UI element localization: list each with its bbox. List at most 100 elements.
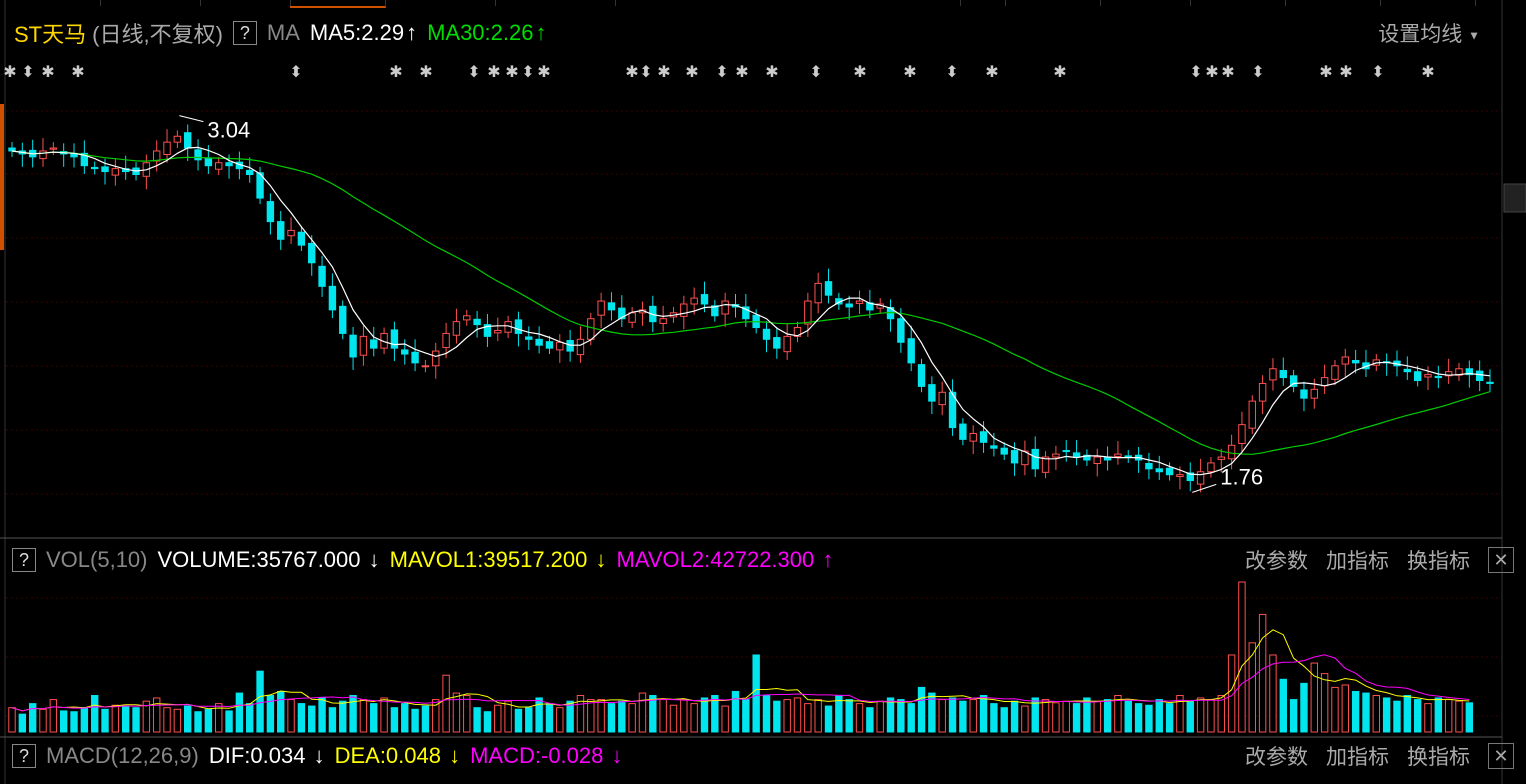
volume-bar — [1300, 682, 1308, 733]
volume-bar — [1465, 702, 1474, 733]
candle-body — [680, 303, 688, 317]
price-annotations: 3.04 1.76 — [179, 115, 1263, 493]
volume-bar — [1114, 695, 1122, 733]
candle-body — [1072, 452, 1081, 458]
macd-close-icon[interactable]: ✕ — [1488, 743, 1514, 769]
volume-bar — [235, 692, 244, 733]
vol-params-button[interactable]: 改参数 — [1245, 550, 1308, 573]
volume-bar — [1403, 695, 1412, 733]
volume-bar — [1238, 581, 1246, 733]
macd-switch-indicator-button[interactable]: 换指标 — [1407, 746, 1470, 769]
volume-bar — [1227, 654, 1236, 733]
volume-bar — [711, 695, 719, 733]
volume-bar — [80, 707, 89, 733]
candle-body — [111, 168, 120, 176]
vol-close-icon[interactable]: ✕ — [1488, 547, 1514, 573]
vol-switch-indicator-button[interactable]: 换指标 — [1407, 550, 1470, 573]
candle-body — [204, 157, 213, 167]
event-marker-icon: ✱ — [1339, 64, 1352, 81]
volume-bar — [990, 703, 998, 733]
candle-body — [225, 162, 233, 167]
volume-bar — [886, 697, 895, 733]
volume-bar — [504, 700, 512, 733]
candle-body — [39, 150, 47, 160]
candle-body — [308, 242, 316, 264]
volume-bar — [225, 710, 233, 733]
volume-bar — [111, 704, 120, 733]
volume-bar — [1165, 703, 1174, 733]
volume-bar — [132, 707, 140, 733]
volume-bar — [380, 697, 388, 733]
candle-body — [256, 172, 264, 199]
event-marker-icon: ✱ — [1319, 64, 1332, 81]
volume-bar — [938, 699, 946, 733]
volume-bar — [752, 654, 760, 733]
volume-bar — [1351, 690, 1360, 733]
event-marker-icon: ⬍ — [639, 64, 652, 81]
volume-bar — [773, 700, 781, 733]
macd-params-button[interactable]: 改参数 — [1245, 746, 1308, 769]
candle-body — [8, 147, 16, 152]
candle-body — [1176, 474, 1184, 477]
candlestick-series — [8, 124, 1494, 493]
set-ma-button[interactable]: 设置均线 ▼ — [1378, 23, 1480, 46]
volume-bar — [1289, 699, 1298, 733]
volume-bar — [1424, 703, 1432, 733]
candle-body — [1310, 388, 1318, 399]
event-marker-icon: ⬍ — [289, 64, 302, 81]
volume-bar — [152, 697, 161, 733]
volume-bar — [700, 697, 709, 733]
candle-body — [783, 335, 791, 353]
volume-bar — [1362, 692, 1370, 733]
volume-bar — [349, 695, 357, 733]
volume-bar — [101, 708, 109, 733]
volume-bar — [535, 697, 543, 733]
volume-bar — [90, 695, 99, 733]
candle-body — [318, 265, 326, 287]
volume-bar — [649, 695, 657, 733]
candle-body — [1093, 456, 1101, 465]
volume-bar — [948, 697, 957, 733]
mavol2-line — [11, 654, 1470, 712]
macd-add-indicator-button[interactable]: 加指标 — [1326, 746, 1389, 769]
candle-body — [1000, 447, 1008, 455]
volume-bar — [184, 705, 192, 733]
candle-body — [452, 321, 461, 336]
volume-bar — [1196, 697, 1205, 733]
volume-bar — [917, 686, 926, 733]
candle-body — [1052, 453, 1060, 458]
price-panel-header: ST天马 (日线,不复权) ? MA MA5:2.29↑ MA30:2.26↑ — [14, 18, 546, 48]
candle-body — [359, 335, 368, 356]
vol-add-indicator-button[interactable]: 加指标 — [1326, 550, 1389, 573]
candle-body — [1465, 368, 1474, 376]
ma30-line — [11, 150, 1491, 455]
volume-bar — [514, 708, 523, 733]
event-marker-icon: ⬍ — [467, 64, 480, 81]
candle-body — [690, 297, 698, 305]
volume-bar — [680, 699, 688, 733]
volume-bar — [1382, 697, 1391, 733]
volume-bar — [483, 711, 492, 733]
event-marker-icon: ✱ — [625, 64, 638, 81]
volume-bar — [1031, 697, 1039, 733]
volume-bar — [401, 703, 409, 733]
top-tab-strip — [0, 0, 1526, 8]
candle-body — [948, 391, 957, 429]
volume-bar — [638, 692, 647, 733]
candle-body — [1434, 375, 1443, 379]
candle-body — [442, 332, 450, 349]
volume-bar — [1124, 700, 1132, 733]
candle-body — [1124, 455, 1132, 458]
candle-body — [246, 169, 254, 176]
vol-help-button[interactable]: ? — [12, 548, 36, 572]
event-marker-icon: ⬍ — [945, 64, 958, 81]
macd-help-button[interactable]: ? — [12, 744, 36, 768]
candle-body — [1083, 454, 1091, 461]
candle-body — [1475, 370, 1484, 382]
period-label: (日线,不复权) — [92, 22, 223, 47]
help-button[interactable]: ? — [232, 21, 257, 45]
event-marker-icon: ⬍ — [521, 64, 534, 81]
candle-body — [607, 302, 616, 311]
volume-bar — [1455, 700, 1463, 733]
